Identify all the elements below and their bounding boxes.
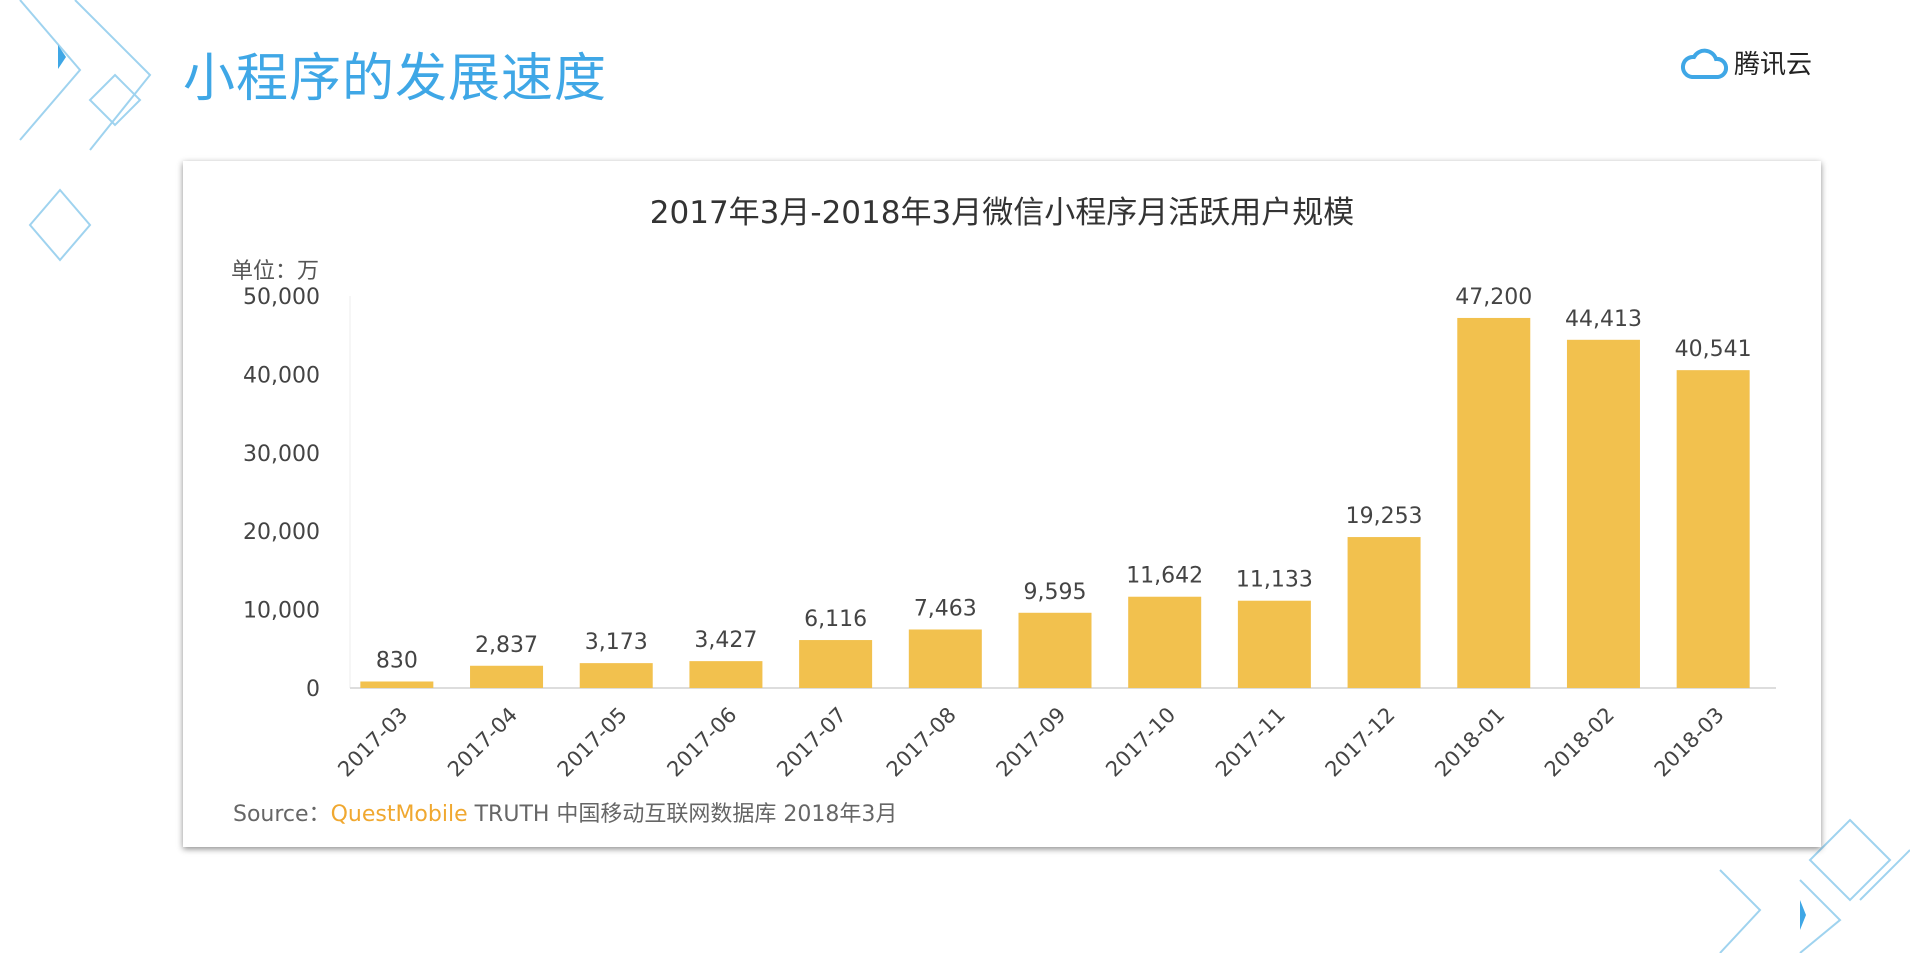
x-tick-label: 2017-03	[333, 703, 412, 782]
y-tick-label: 0	[306, 677, 320, 702]
chart-card: 2017年3月-2018年3月微信小程序月活跃用户规模 单位：万 0 10,000…	[183, 161, 1821, 847]
data-label: 7,463	[914, 596, 977, 621]
x-tick-label: 2017-11	[1211, 703, 1290, 782]
x-tick-label: 2017-07	[772, 703, 851, 782]
data-label: 47,200	[1455, 285, 1532, 310]
data-label: 6,116	[804, 607, 867, 632]
bar-chart: 0 10,000 20,000 30,000 40,000 50,000 830 2017-0…	[243, 285, 1776, 782]
y-tick-label: 50,000	[243, 285, 320, 310]
x-tick-label: 2017-06	[662, 703, 741, 782]
source-prefix: Source：	[233, 802, 331, 827]
data-label: 9,595	[1024, 580, 1087, 605]
bar	[1457, 317, 1531, 688]
bar	[1676, 370, 1750, 688]
data-label: 2,837	[475, 633, 538, 658]
bar	[470, 665, 544, 688]
x-tick-label: 2018-02	[1540, 703, 1619, 782]
data-label: 830	[376, 648, 418, 673]
x-tick-label: 2017-05	[553, 703, 632, 782]
bar	[579, 663, 653, 688]
bar	[1018, 612, 1092, 688]
source-brand: QuestMobile	[330, 802, 468, 827]
bar	[1128, 596, 1202, 688]
x-tick-label: 2017-12	[1321, 703, 1400, 782]
tencent-cloud-logo: 腾讯云	[1680, 44, 1812, 81]
data-label: 3,427	[694, 628, 757, 653]
source-note: Source：QuestMobile TRUTH 中国移动互联网数据库 2018…	[233, 796, 897, 828]
y-tick-label: 40,000	[243, 363, 320, 388]
unit-label: 单位：万	[231, 259, 320, 284]
x-tick-label: 2018-03	[1650, 703, 1729, 782]
bar	[908, 629, 982, 688]
x-tick-label: 2017-10	[1101, 703, 1180, 782]
data-label: 3,173	[585, 630, 648, 655]
data-label: 19,253	[1346, 504, 1423, 529]
x-tick-label: 2017-09	[992, 703, 1071, 782]
logo-text: 腾讯云	[1734, 50, 1813, 80]
data-label: 11,133	[1236, 568, 1313, 593]
data-label: 40,541	[1675, 337, 1752, 362]
y-tick-label: 10,000	[243, 599, 320, 624]
bar	[1347, 537, 1421, 688]
y-tick-label: 20,000	[243, 520, 320, 545]
data-label: 44,413	[1565, 307, 1642, 332]
x-tick-label: 2017-04	[443, 703, 522, 782]
source-rest: TRUTH 中国移动互联网数据库 2018年3月	[467, 802, 898, 827]
bar	[1237, 600, 1311, 688]
cloud-icon	[1681, 48, 1728, 79]
page-title: 小程序的发展速度	[183, 49, 608, 109]
bar	[1566, 339, 1640, 688]
bar	[360, 681, 434, 688]
x-tick-label: 2018-01	[1430, 703, 1509, 782]
data-label: 11,642	[1126, 564, 1203, 589]
y-tick-label: 30,000	[243, 442, 320, 467]
bar	[799, 640, 873, 688]
chart-title: 2017年3月-2018年3月微信小程序月活跃用户规模	[649, 195, 1355, 231]
x-tick-label: 2017-08	[882, 703, 961, 782]
bar	[689, 661, 763, 688]
